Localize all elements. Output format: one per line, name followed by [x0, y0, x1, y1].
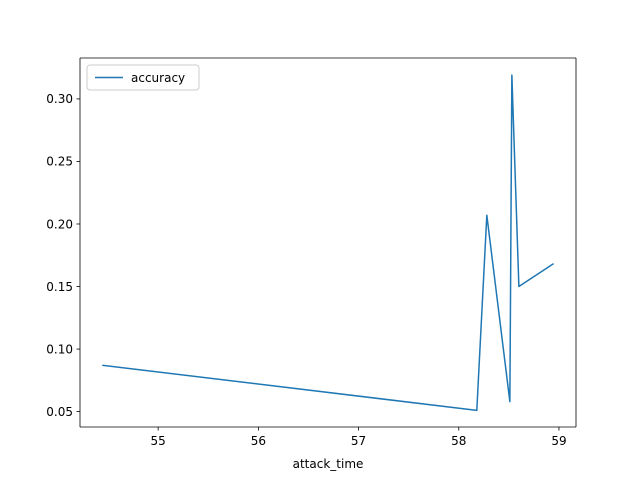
series-line-accuracy	[102, 74, 554, 412]
y-tick-label: 0.30	[46, 92, 73, 106]
legend-box	[86, 64, 200, 91]
legend-label: accuracy	[131, 71, 185, 85]
series-layer	[79, 57, 577, 428]
x-axis-label: attack_time	[293, 457, 364, 471]
y-tick-label: 0.15	[46, 280, 73, 294]
y-axis-ticks: 0.05 0.10 0.15 0.20 0.25 0.30	[46, 92, 80, 419]
x-tick-label: 56	[251, 434, 266, 448]
x-tick-label: 57	[351, 434, 366, 448]
x-tick-label: 55	[151, 434, 166, 448]
x-tick-label: 59	[551, 434, 566, 448]
plot-background	[80, 58, 576, 427]
x-axis-ticks: 55 56 57 58 59	[151, 427, 567, 448]
x-tick-label: 58	[451, 434, 466, 448]
y-tick-label: 0.05	[46, 405, 73, 419]
y-tick-label: 0.20	[46, 217, 73, 231]
y-tick-label: 0.10	[46, 342, 73, 356]
plot-area	[80, 58, 576, 427]
legend: accuracy	[86, 64, 200, 91]
y-tick-label: 0.25	[46, 155, 73, 169]
